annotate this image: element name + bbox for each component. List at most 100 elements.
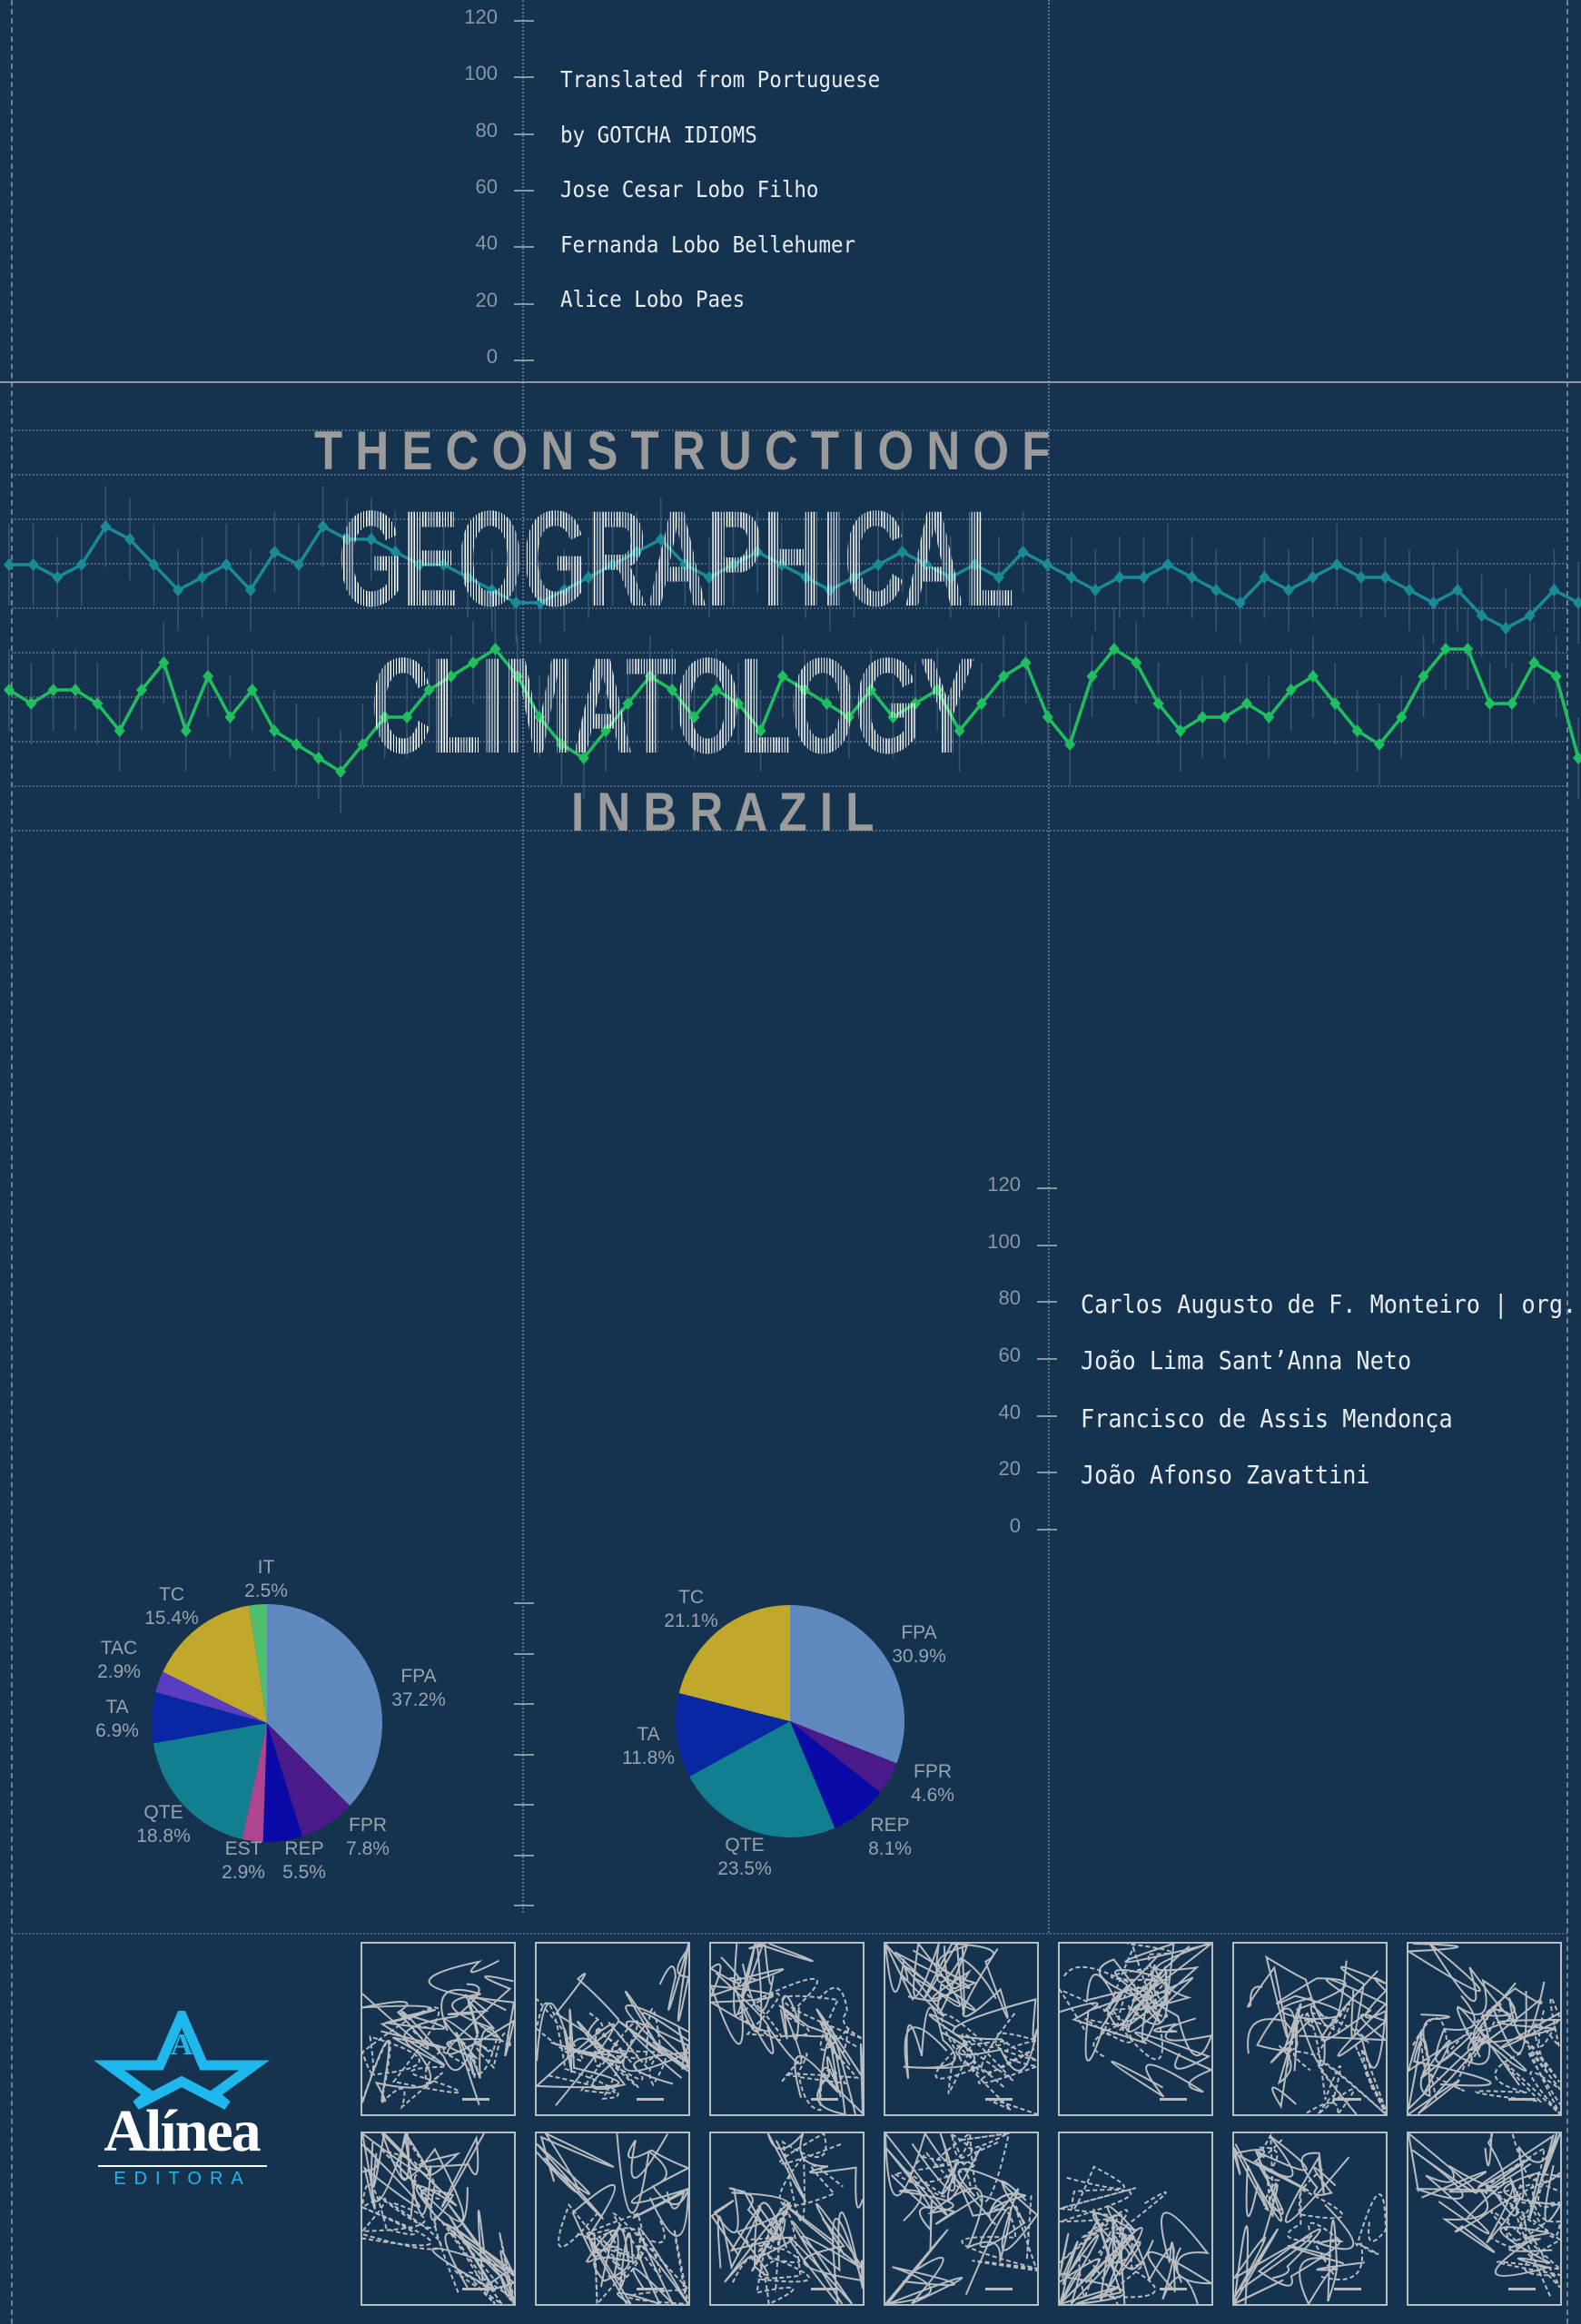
isobar-line — [885, 1944, 945, 2017]
data-point — [114, 724, 125, 737]
isobar-line — [1247, 1955, 1348, 2039]
data-point — [203, 670, 214, 683]
pie-slice-fpr — [790, 1721, 897, 1793]
data-point — [873, 558, 884, 571]
data-point — [578, 752, 589, 764]
data-point — [1548, 584, 1560, 596]
axis-tick — [514, 302, 534, 305]
data-point — [1484, 697, 1496, 710]
axis-tick — [514, 246, 534, 249]
divider-line — [0, 381, 1581, 383]
data-point — [824, 584, 835, 596]
data-point — [221, 558, 232, 571]
isobar-line — [786, 2202, 863, 2290]
data-point — [1065, 571, 1077, 584]
isobar-line — [537, 2002, 620, 2106]
isobar-line — [934, 2014, 1008, 2094]
data-point — [727, 558, 739, 571]
data-point — [1506, 697, 1517, 710]
data-point — [124, 533, 135, 546]
data-point — [921, 558, 933, 571]
data-point — [631, 546, 643, 558]
data-point — [1042, 711, 1053, 724]
isobar-line — [404, 2133, 485, 2216]
isobar-line — [1425, 2133, 1506, 2235]
pie-label-name: FPA — [400, 1666, 437, 1687]
isobar-line — [941, 2146, 1026, 2226]
divider-dotted — [12, 1933, 1567, 1935]
data-point — [1524, 609, 1536, 622]
isobar-line — [658, 1944, 688, 2022]
weather-map — [884, 1942, 1039, 2116]
isobar-line — [550, 1973, 621, 2064]
data-point — [341, 533, 353, 546]
grid-line-vertical — [1048, 0, 1050, 1933]
axis-tick — [514, 133, 534, 135]
isobar-line — [1287, 2166, 1344, 2276]
isobar-line — [1412, 2003, 1502, 2099]
pie-slice-fpa — [790, 1605, 904, 1764]
map-caption-mark — [1160, 2288, 1187, 2290]
pie-label-fpa: FPA 30.9% — [892, 1621, 946, 1669]
grid-line-horizontal — [12, 518, 1567, 520]
pie-label-value: 30.9% — [892, 1646, 946, 1667]
axis-tick-label: 40 — [998, 1400, 1021, 1423]
publisher-logo: A Alínea EDITORA — [91, 2011, 272, 2192]
data-point — [246, 684, 258, 696]
data-point — [1020, 656, 1032, 669]
data-point — [486, 584, 498, 596]
author-name: Carlos Augusto de F. Monteiro | org. — [1081, 1289, 1577, 1319]
pie-label-name: QTE — [143, 1802, 183, 1823]
map-caption-mark — [462, 2098, 489, 2101]
isobar-line — [711, 1944, 814, 2033]
axis-tick — [1037, 1529, 1057, 1531]
isobar-line — [627, 2133, 688, 2237]
map-caption-mark — [1160, 2098, 1187, 2101]
data-point — [776, 670, 788, 683]
isobar-line — [1247, 2007, 1299, 2110]
isobar-line — [1477, 2133, 1560, 2222]
isobar-line — [588, 2012, 644, 2088]
line-chart — [4, 486, 1581, 812]
data-point — [1550, 670, 1562, 683]
data-point — [710, 684, 722, 696]
data-point — [1131, 656, 1142, 669]
axis-tick — [514, 76, 534, 79]
pie-label-value: 2.9% — [97, 1661, 141, 1682]
data-point — [1108, 643, 1120, 655]
data-point — [25, 697, 37, 710]
pie-label-value: 8.1% — [868, 1838, 912, 1859]
axis-tick — [1037, 1414, 1057, 1417]
axis-tick — [514, 20, 534, 22]
axis-tick — [514, 1703, 534, 1705]
publisher-name: Alínea — [104, 2098, 261, 2164]
isobar-line — [1127, 1964, 1194, 2043]
isobar-line — [1339, 1965, 1386, 2069]
data-point — [365, 533, 377, 546]
isobar-line — [903, 2006, 975, 2079]
map-caption-mark — [1508, 2288, 1536, 2290]
data-point — [1500, 622, 1512, 635]
isobar-line — [443, 2018, 503, 2106]
pie-label-value: 2.9% — [222, 1862, 265, 1883]
data-point — [510, 596, 522, 609]
isobar-line — [1287, 2220, 1365, 2304]
isobar-line — [362, 1983, 480, 2103]
data-point — [100, 520, 112, 533]
isobar-line — [731, 2191, 790, 2277]
credit-line: Fernanda Lobo Bellehumer — [560, 231, 856, 258]
data-point — [993, 571, 1004, 584]
isobar-line — [433, 2217, 514, 2304]
isobar-line — [794, 2008, 863, 2114]
grid-line-horizontal — [12, 741, 1567, 743]
isobar-line — [362, 2039, 479, 2110]
pie-slice-ta — [676, 1692, 790, 1777]
isobar-line — [1234, 2147, 1309, 2218]
isobar-line — [595, 2008, 667, 2087]
data-point — [998, 670, 1010, 683]
isobar-line — [618, 1990, 688, 2085]
data-point — [148, 558, 160, 571]
isobar-line — [928, 1998, 1037, 2072]
pie-label-name: FPA — [901, 1622, 937, 1643]
pie-label-tac: TAC 2.9% — [97, 1637, 141, 1684]
